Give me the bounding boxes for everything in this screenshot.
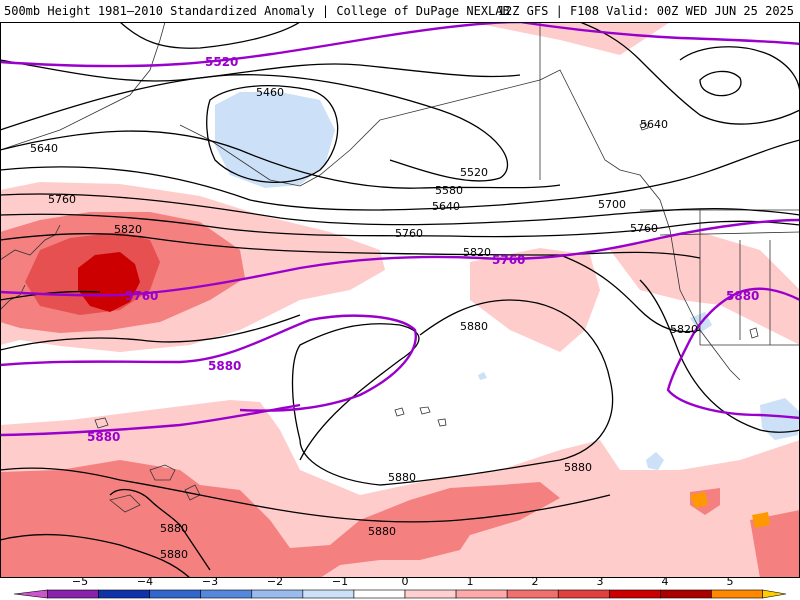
colorbar-swatch [47,589,99,599]
colorbar-tick-label: 0 [402,575,409,588]
positive-anomaly-north [380,22,670,55]
colorbar-end-left [13,589,48,599]
anomaly-shading [0,22,800,578]
contour-label: 5760 [48,193,76,206]
contour-label: 5820 [114,223,142,236]
colorbar-swatches [13,589,787,599]
contour-label: 5880 [564,461,592,474]
contour-label: 5580 [435,184,463,197]
contour-label: 5640 [432,200,460,213]
contour-label: 5880 [460,320,488,333]
contour-label: 5820 [670,323,698,336]
colorbar-swatch [353,589,406,599]
map-header: 500mb Height 1981–2010 Standardized Anom… [0,0,800,22]
positive-anomaly-central-pacific [470,248,600,352]
negative-anomaly-small-1 [646,452,664,470]
positive-anomaly-east [610,232,800,345]
contour-label: 5520 [460,166,488,179]
map-title: 500mb Height 1981–2010 Standardized Anom… [4,4,510,18]
colorbar-swatch [302,589,355,599]
climatology-label: 5880 [87,430,120,444]
coastlines [0,22,800,513]
climatology-label: 5880 [726,289,759,303]
climatology-label: 5520 [205,55,238,69]
model-valid-time: 12Z GFS | F108 Valid: 00Z WED JUN 25 202… [497,4,794,18]
colorbar-tick-label: 1 [467,575,474,588]
contour-label: 5880 [160,548,188,561]
colorbar-swatch [98,589,150,599]
colorbar-swatch [149,589,202,599]
colorbar-tick-label: 4 [662,575,669,588]
colorbar-tick-label: −4 [137,575,153,588]
moderate-anomaly-southeast-2 [750,510,800,578]
colorbar-tick-label: −2 [267,575,283,588]
negative-anomaly-small-3 [478,372,487,380]
climatology-label: 5880 [208,359,241,373]
colorbar: −5 −4 −3 −2 −1 0 1 2 3 4 5 [13,575,787,599]
orange-anomaly-patch-1 [690,492,708,508]
extreme-anomaly-core [78,252,140,312]
colorbar-swatch [506,589,559,599]
climatology-label: 5760 [492,253,525,267]
colorbar-tick-label: −3 [202,575,218,588]
colorbar-swatch [455,589,508,599]
contour-labels: 5460 5520 5580 5640 5640 5640 5700 5760 … [30,55,759,561]
contour-label: 5820 [463,246,491,259]
contour-label: 5700 [598,198,626,211]
climatology-label: 5760 [125,289,158,303]
colorbar-swatch [711,589,763,599]
contour-label: 5880 [368,525,396,538]
colorbar-end-right [762,589,787,599]
contour-label: 5880 [160,522,188,535]
climatology-contours [0,22,800,437]
colorbar-tick-label: −5 [72,575,88,588]
colorbar-tick-label: −1 [332,575,348,588]
contour-label: 5760 [630,222,658,235]
contour-label: 5880 [388,471,416,484]
orange-anomaly-patch-2 [752,512,770,528]
negative-anomaly-north [215,92,335,188]
colorbar-swatch [557,589,610,599]
contour-label: 5460 [256,86,284,99]
colorbar-tick-label: 5 [727,575,734,588]
colorbar-tick-label: 2 [532,575,539,588]
contour-label: 5640 [640,118,668,131]
colorbar-swatch [200,589,253,599]
colorbar-tick-label: 3 [597,575,604,588]
colorbar-swatch [660,589,712,599]
contour-label: 5640 [30,142,58,155]
height-contours [0,22,800,578]
negative-anomaly-southeast [760,398,800,440]
colorbar-ticks: −5 −4 −3 −2 −1 0 1 2 3 4 5 [72,575,734,588]
moderate-anomaly-south [0,460,560,578]
colorbar-swatch [608,589,661,599]
colorbar-swatch [404,589,457,599]
contour-label: 5760 [395,227,423,240]
colorbar-swatch [251,589,304,599]
